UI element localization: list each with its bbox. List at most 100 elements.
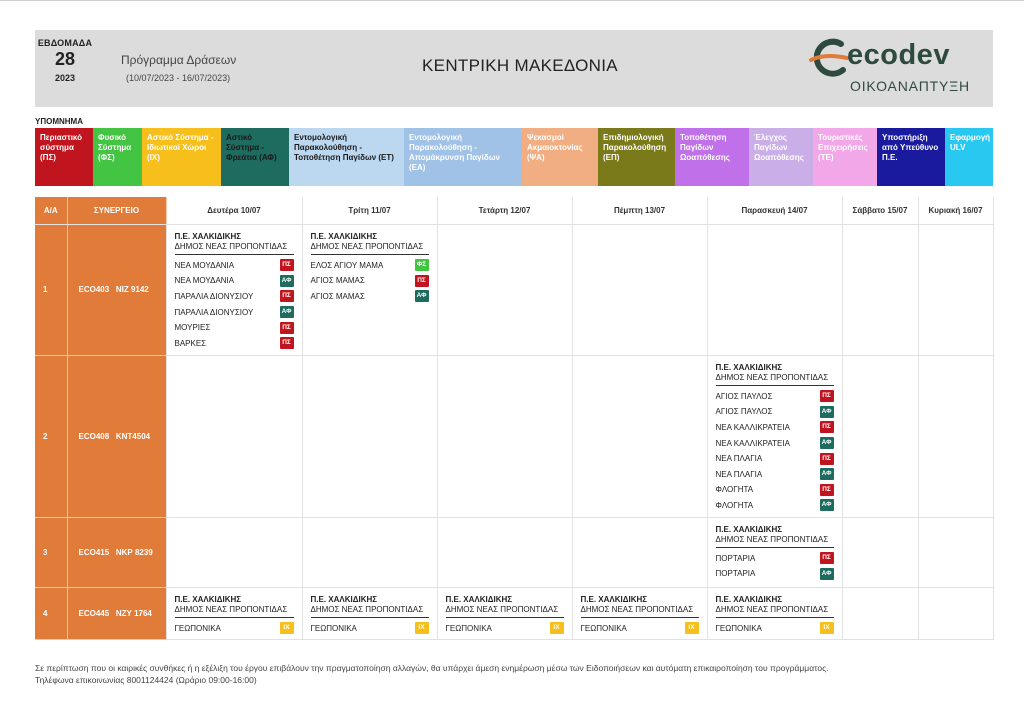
cell-municipality: ΔΗΜΟΣ ΝΕΑΣ ΠΡΟΠΟΝΤΙΔΑΣ [715, 605, 834, 618]
location-item: ΓΕΩΠΟΝΙΚΑ ΙΧ [716, 621, 834, 637]
activity-badge: ΠΣ [279, 321, 294, 334]
legend-item: Επιδημιολογική Παρακολούθηση (ΕΠ) [598, 128, 675, 186]
activity-badge: ΠΣ [279, 259, 294, 272]
schedule-cell [918, 587, 994, 640]
schedule-cell [437, 355, 573, 518]
activity-badge: ΙΧ [279, 622, 294, 635]
team-name: ECO415 ΝΚΡ 8239 [67, 517, 167, 588]
cell-municipality: ΔΗΜΟΣ ΝΕΑΣ ΠΡΟΠΟΝΤΙΔΑΣ [174, 605, 294, 618]
activity-badge: ΑΦ [819, 468, 834, 481]
activity-badge: ΠΣ [279, 337, 294, 350]
location-item: ΦΛΟΓΗΤΑ ΠΣ [716, 482, 834, 498]
location-item: ΝΕΑ ΚΑΛΛΙΚΡΑΤΕΙΑ ΑΦ [716, 435, 834, 451]
location-name: ΝΕΑ ΚΑΛΛΙΚΡΑΤΕΙΑ [715, 438, 790, 448]
schedule-cell [918, 224, 994, 356]
cell-region: Π.Ε. ΧΑΛΚΙΔΙΚΗΣ [174, 231, 242, 241]
cell-content: Π.Ε. ΧΑΛΚΙΔΙΚΗΣ ΔΗΜΟΣ ΝΕΑΣ ΠΡΟΠΟΝΤΙΔΑΣ ΑΓΙ… [708, 356, 842, 514]
legend-item: Ψεκασμοί Ακμαιοκτονίας (ΨΑ) [522, 128, 598, 186]
cell-region: Π.Ε. ΧΑΛΚΙΔΙΚΗΣ [174, 594, 242, 604]
cell-municipality: ΔΗΜΟΣ ΝΕΑΣ ΠΡΟΠΟΝΤΙΔΑΣ [715, 535, 834, 548]
cell-content: Π.Ε. ΧΑΛΚΙΔΙΚΗΣ ΔΗΜΟΣ ΝΕΑΣ ΠΡΟΠΟΝΤΙΔΑΣ ΓΕΩ… [438, 588, 572, 637]
region-title: ΚΕΝΤΡΙΚΗ ΜΑΚΕΔΟΝΙΑ [422, 56, 618, 75]
location-name: ΒΑΡΚΕΣ [174, 338, 207, 348]
col-header-team: ΣΥΝΕΡΓΕΙΟ [67, 197, 167, 225]
schedule-cell: Π.Ε. ΧΑΛΚΙΔΙΚΗΣ ΔΗΜΟΣ ΝΕΑΣ ΠΡΟΠΟΝΤΙΔΑΣ ΓΕΩ… [302, 587, 438, 640]
location-name: ΓΕΩΠΟΝΙΚΑ [445, 623, 492, 633]
table-row: 3 ECO415 ΝΚΡ 8239 Π.Ε. ΧΑΛΚΙΔΙΚΗΣ ΔΗΜΟΣ ΝΕΑ… [35, 517, 994, 588]
program-title: Πρόγραμμα Δράσεων [121, 53, 237, 67]
cell-municipality: ΔΗΜΟΣ ΝΕΑΣ ΠΡΟΠΟΝΤΙΔΑΣ [445, 605, 564, 618]
schedule-cell: Π.Ε. ΧΑΛΚΙΔΙΚΗΣ ΔΗΜΟΣ ΝΕΑΣ ΠΡΟΠΟΝΤΙΔΑΣ ΠΟΡ… [707, 517, 843, 588]
ecodev-logo: ecodev ΟΙΚΟΑΝΑΠΤΥΞΗ [805, 36, 985, 100]
location-name: ΝΕΑ ΚΑΛΛΙΚΡΑΤΕΙΑ [715, 422, 790, 432]
col-header-day: Τετάρτη 12/07 [437, 197, 573, 225]
location-item: ΜΟΥΡΙΕΣ ΠΣ [175, 320, 294, 336]
cell-municipality: ΔΗΜΟΣ ΝΕΑΣ ΠΡΟΠΟΝΤΙΔΑΣ [174, 242, 294, 255]
location-name: ΑΓΙΟΣ ΠΑΥΛΟΣ [715, 391, 773, 401]
cell-municipality: ΔΗΜΟΣ ΝΕΑΣ ΠΡΟΠΟΝΤΙΔΑΣ [310, 242, 429, 255]
legend-item: Εφαρμογή ULV [945, 128, 993, 186]
schedule-cell: Π.Ε. ΧΑΛΚΙΔΙΚΗΣ ΔΗΜΟΣ ΝΕΑΣ ΠΡΟΠΟΝΤΙΔΑΣ ΓΕΩ… [166, 587, 303, 640]
footer-note: Σε περίπτωση που οι καιρικές συνθήκες ή … [35, 663, 829, 673]
activity-badge: ΑΦ [414, 290, 429, 303]
activity-badge: ΑΦ [819, 437, 834, 450]
cell-municipality: ΔΗΜΟΣ ΝΕΑΣ ΠΡΟΠΟΝΤΙΔΑΣ [580, 605, 699, 618]
program-dates: (10/07/2023 - 16/07/2023) [126, 73, 231, 83]
table-row: 4 ECO445 ΝΖΥ 1764 Π.Ε. ΧΑΛΚΙΔΙΚΗΣ ΔΗΜΟΣ ΝΕΑ… [35, 587, 994, 640]
activity-badge: ΠΣ [819, 552, 834, 565]
activity-badge: ΙΧ [684, 622, 699, 635]
legend-item: Τοποθέτηση Παγίδων Ωοαπόθεσης [675, 128, 749, 186]
cell-municipality: ΔΗΜΟΣ ΝΕΑΣ ΠΡΟΠΟΝΤΙΔΑΣ [310, 605, 429, 618]
location-name: ΠΟΡΤΑΡΙΑ [715, 569, 756, 579]
table-header-row: Α/Α ΣΥΝΕΡΓΕΙΟ Δευτέρα 10/07 Τρίτη 11/07 Τε… [35, 197, 994, 225]
team-name: ECO403 ΝΙΖ 9142 [67, 224, 167, 356]
cell-region: Π.Ε. ΧΑΛΚΙΔΙΚΗΣ [310, 594, 378, 604]
col-header-day: Κυριακή 16/07 [918, 197, 994, 225]
location-item: ΠΑΡΑΛΙΑ ΔΙΟΝΥΣΙΟΥ ΑΦ [175, 304, 294, 320]
activity-badge: ΑΦ [279, 306, 294, 319]
team-name: ECO408 ΚΝΤ4504 [67, 355, 167, 518]
cell-region: Π.Ε. ΧΑΛΚΙΔΙΚΗΣ [715, 524, 783, 534]
location-item: ΠΟΡΤΑΡΙΑ ΑΦ [716, 566, 834, 582]
schedule-table: Α/Α ΣΥΝΕΡΓΕΙΟ Δευτέρα 10/07 Τρίτη 11/07 Τε… [35, 197, 994, 640]
activity-badge: ΙΧ [414, 622, 429, 635]
cell-region: Π.Ε. ΧΑΛΚΙΔΙΚΗΣ [310, 231, 378, 241]
legend: Περιαστικό σύστημα (ΠΣ) Φυσικό Σύστημα (Φ… [35, 128, 993, 186]
schedule-cell [302, 517, 438, 588]
location-name: ΝΕΑ ΠΛΑΓΙΑ [715, 454, 763, 464]
activity-badge: ΠΣ [414, 274, 429, 287]
location-item: ΝΕΑ ΜΟΥΔΑΝΙΑ ΠΣ [175, 258, 294, 274]
footer: Σε περίπτωση που οι καιρικές συνθήκες ή … [35, 662, 993, 686]
activity-badge: ΑΦ [819, 405, 834, 418]
location-item: ΑΓΙΟΣ ΠΑΥΛΟΣ ΑΦ [716, 404, 834, 420]
team-name: ECO445 ΝΖΥ 1764 [67, 587, 167, 640]
location-item: ΝΕΑ ΚΑΛΛΙΚΡΑΤΕΙΑ ΠΣ [716, 420, 834, 436]
activity-badge: ΠΣ [819, 452, 834, 465]
location-name: ΦΛΟΓΗΤΑ [715, 500, 754, 510]
schedule-cell [842, 517, 919, 588]
location-item: ΝΕΑ ΜΟΥΔΑΝΙΑ ΑΦ [175, 273, 294, 289]
legend-item: Αστικό Σύστημα - Ιδιωτικοί Χώροι (ΙΧ) [142, 128, 221, 186]
cell-content: Π.Ε. ΧΑΛΚΙΔΙΚΗΣ ΔΗΜΟΣ ΝΕΑΣ ΠΡΟΠΟΝΤΙΔΑΣ ΝΕΑ… [167, 225, 302, 352]
location-item: ΠΑΡΑΛΙΑ ΔΙΟΝΥΣΙΟΥ ΠΣ [175, 289, 294, 305]
location-item: ΕΛΟΣ ΑΓΙΟΥ ΜΑΜΑ ΦΣ [311, 258, 429, 274]
legend-item: Εντομολογική Παρακολούθηση - Απομάκρυνση… [404, 128, 522, 186]
activity-badge: ΠΣ [279, 290, 294, 303]
schedule-cell [302, 355, 438, 518]
location-item: ΓΕΩΠΟΝΙΚΑ ΙΧ [446, 621, 564, 637]
schedule-cell [842, 587, 919, 640]
table-row: 1 ECO403 ΝΙΖ 9142 Π.Ε. ΧΑΛΚΙΔΙΚΗΣ ΔΗΜΟΣ ΝΕΑ… [35, 224, 994, 356]
cell-municipality: ΔΗΜΟΣ ΝΕΑΣ ΠΡΟΠΟΝΤΙΔΑΣ [715, 373, 834, 386]
location-item: ΓΕΩΠΟΝΙΚΑ ΙΧ [581, 621, 699, 637]
week-number: 28 [54, 49, 76, 69]
activity-badge: ΙΧ [819, 622, 834, 635]
location-name: ΓΕΩΠΟΝΙΚΑ [174, 623, 221, 633]
activity-badge: ΠΣ [819, 421, 834, 434]
cell-region: Π.Ε. ΧΑΛΚΙΔΙΚΗΣ [715, 362, 783, 372]
schedule-cell [842, 355, 919, 518]
cell-region: Π.Ε. ΧΑΛΚΙΔΙΚΗΣ [715, 594, 783, 604]
location-name: ΕΛΟΣ ΑΓΙΟΥ ΜΑΜΑ [310, 260, 384, 270]
location-item: ΝΕΑ ΠΛΑΓΙΑ ΠΣ [716, 451, 834, 467]
schedule-cell [572, 517, 708, 588]
